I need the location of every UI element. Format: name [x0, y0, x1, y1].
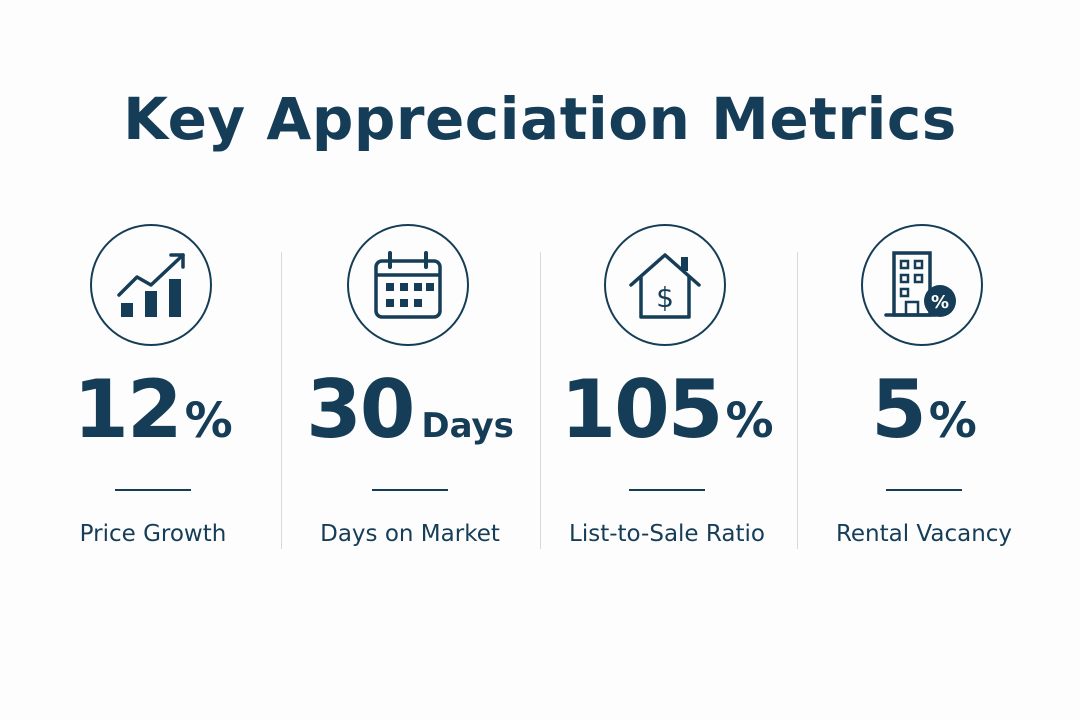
metric-number: 30 [306, 363, 415, 456]
metric-price-growth: 12% Price Growth [33, 220, 273, 560]
metric-underline [372, 489, 448, 491]
page-title: Key Appreciation Metrics [123, 85, 957, 153]
metric-unit: Days [421, 406, 514, 446]
calendar-icon [347, 224, 469, 346]
metric-unit: % [928, 393, 977, 449]
metric-underline [886, 489, 962, 491]
metric-label: Rental Vacancy [835, 521, 1013, 547]
house-dollar-icon: $ [604, 224, 726, 346]
metric-list-to-sale-ratio: $ 105% List-to-Sale Ratio [547, 220, 787, 560]
rising-bar-chart-icon [90, 224, 212, 346]
metric-value: 5% [804, 370, 1044, 450]
metric-number: 12 [73, 363, 182, 456]
svg-text:$: $ [656, 281, 674, 314]
metric-unit: % [184, 393, 233, 449]
column-divider [797, 252, 798, 549]
metric-rental-vacancy: % 5% Rental Vacancy [804, 220, 1044, 560]
svg-text:%: % [931, 292, 949, 313]
metric-label: List-to-Sale Ratio [569, 521, 765, 547]
metric-number: 105 [560, 363, 723, 456]
metric-underline [629, 489, 705, 491]
metric-value: 12% [33, 370, 273, 450]
column-divider [281, 252, 282, 549]
metric-label: Price Growth [79, 521, 227, 547]
metric-value: 30 Days [290, 370, 530, 450]
column-divider [540, 252, 541, 549]
metric-number: 5 [871, 363, 927, 456]
metric-underline [115, 489, 191, 491]
metric-unit: % [725, 393, 774, 449]
metric-value: 105% [547, 370, 787, 450]
metric-days-on-market: 30 Days Days on Market [290, 220, 530, 560]
metric-label: Days on Market [320, 521, 500, 547]
building-percent-icon: % [861, 224, 983, 346]
